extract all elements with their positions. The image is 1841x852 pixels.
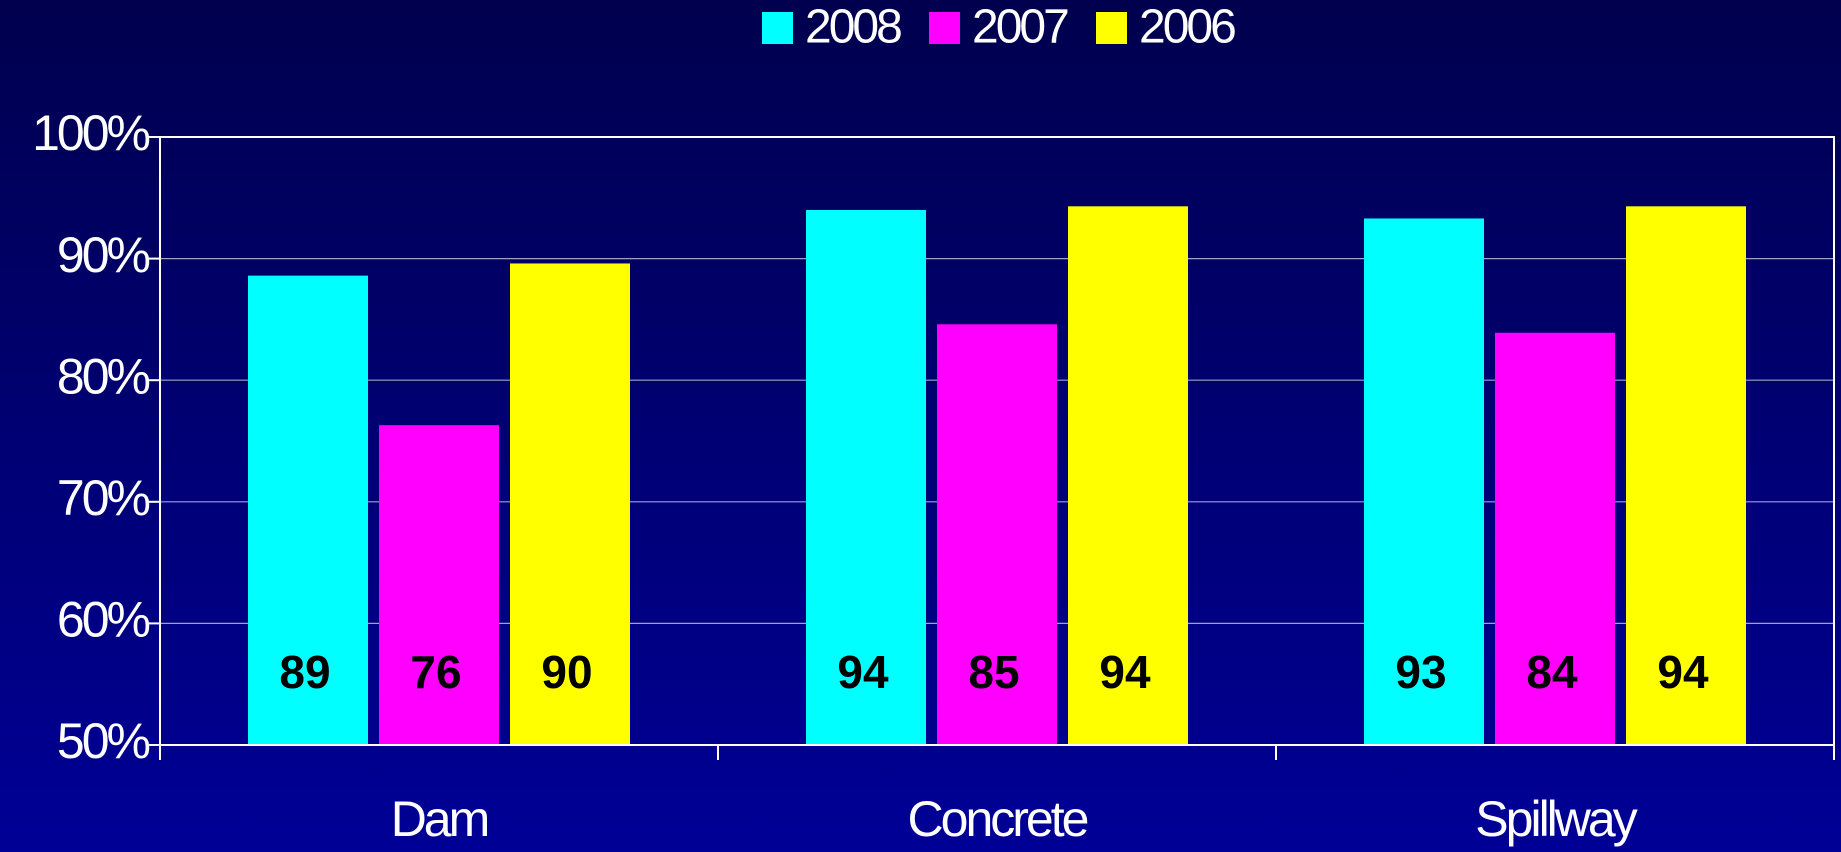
data-label: 76 bbox=[410, 646, 461, 698]
data-label: 93 bbox=[1395, 646, 1446, 698]
bar bbox=[379, 425, 499, 745]
bar bbox=[1364, 218, 1484, 746]
bar bbox=[510, 263, 630, 745]
x-tick-label: Dam bbox=[391, 791, 488, 847]
data-label: 94 bbox=[837, 646, 889, 698]
data-label: 90 bbox=[541, 646, 592, 698]
y-tick-label: 100% bbox=[32, 105, 149, 161]
bar bbox=[1626, 206, 1746, 745]
y-tick-label: 80% bbox=[57, 348, 150, 404]
legend-label: 2007 bbox=[972, 1, 1068, 54]
data-label: 94 bbox=[1657, 646, 1709, 698]
y-tick-label: 70% bbox=[57, 470, 150, 526]
plot-border bbox=[159, 136, 1835, 746]
bar bbox=[1068, 206, 1188, 745]
bar bbox=[937, 324, 1057, 745]
legend-swatch bbox=[762, 12, 793, 44]
bar bbox=[248, 275, 368, 745]
data-label: 84 bbox=[1526, 646, 1578, 698]
legend-swatch bbox=[929, 12, 960, 44]
x-tick-label: Concrete bbox=[908, 791, 1088, 847]
legend-label: 2006 bbox=[1139, 1, 1235, 54]
bar bbox=[806, 209, 926, 745]
y-tick-label: 50% bbox=[57, 713, 150, 769]
y-tick-label: 90% bbox=[57, 227, 150, 283]
bar bbox=[1495, 332, 1615, 745]
y-tick-label: 60% bbox=[57, 592, 150, 648]
data-label: 85 bbox=[968, 646, 1019, 698]
data-label: 89 bbox=[279, 646, 330, 698]
data-label: 94 bbox=[1099, 646, 1151, 698]
legend-swatch bbox=[1096, 12, 1127, 44]
x-tick-label: Spillway bbox=[1475, 791, 1637, 847]
legend-label: 2008 bbox=[805, 1, 901, 54]
